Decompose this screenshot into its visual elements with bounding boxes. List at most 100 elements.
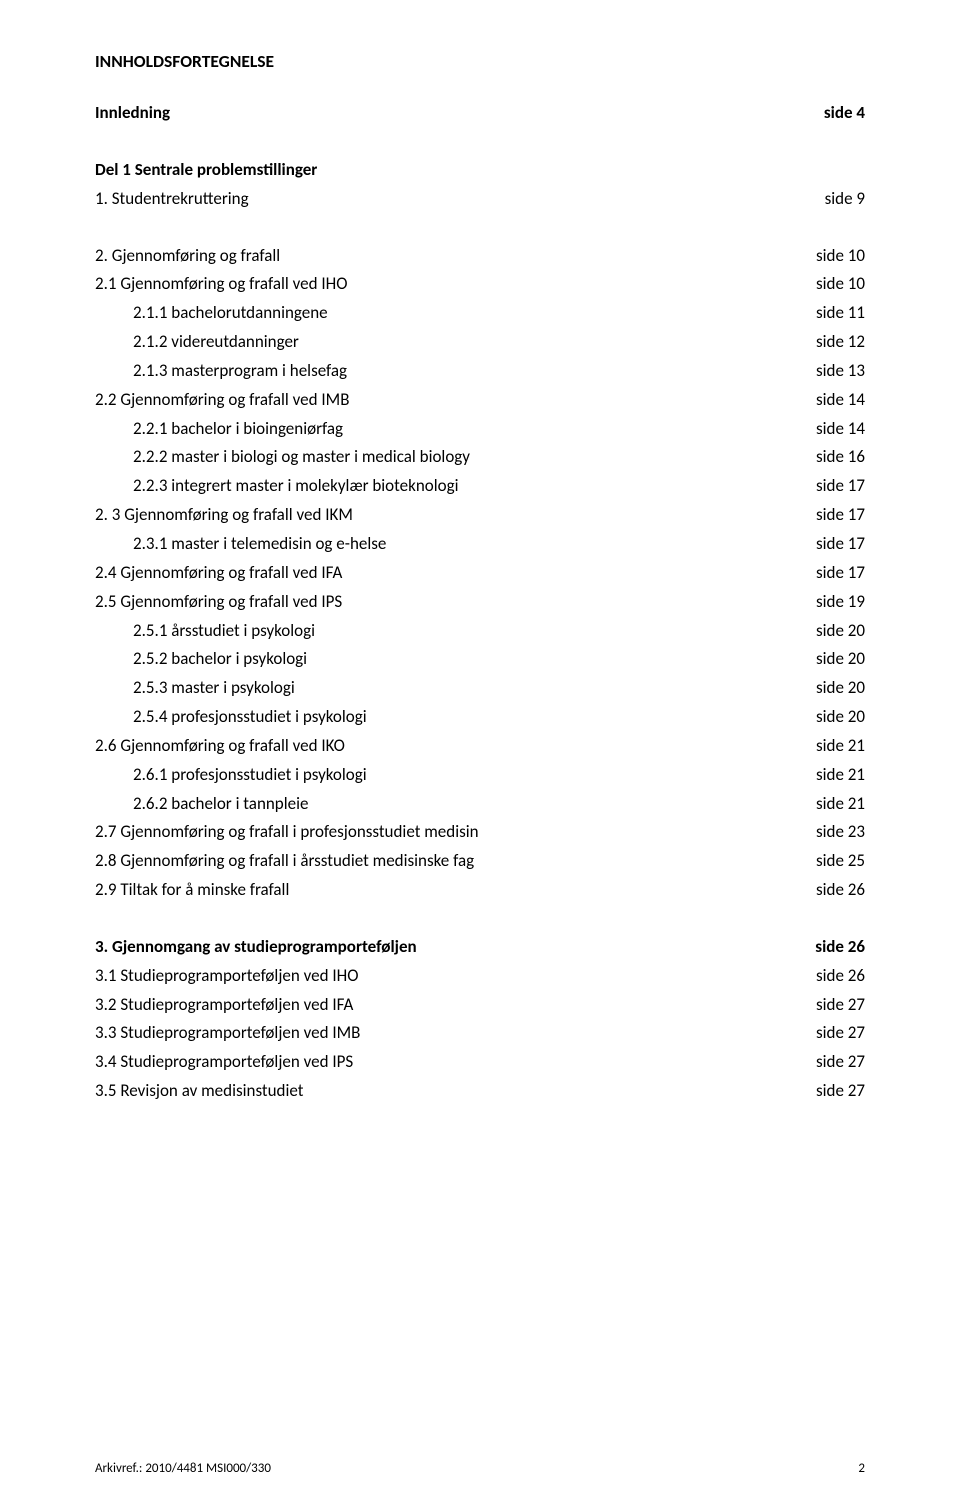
toc-page-ref: side 19 (785, 589, 865, 615)
toc-gap (95, 215, 865, 243)
toc-row: 3.2 Studieprogramporteføljen ved IFAside… (95, 992, 865, 1018)
toc-row: 2.5.3 master i psykologiside 20 (95, 675, 865, 701)
toc-page-ref: side 27 (785, 1049, 865, 1075)
toc-page-ref: side 17 (785, 531, 865, 557)
toc-label: 2.1.2 videreutdanninger (95, 329, 785, 355)
toc-page-ref: side 4 (785, 100, 865, 126)
footer-page-number: 2 (858, 1461, 865, 1476)
toc-page-ref: side 20 (785, 646, 865, 672)
toc-row: 2.2.3 integrert master i molekylær biote… (95, 473, 865, 499)
toc-row: 2.1.3 masterprogram i helsefagside 13 (95, 358, 865, 384)
toc-row: 3.5 Revisjon av medisinstudietside 27 (95, 1078, 865, 1104)
toc-gap (95, 906, 865, 934)
toc-row: 2.5.4 profesjonsstudiet i psykologiside … (95, 704, 865, 730)
page-title: INNHOLDSFORTEGNELSE (95, 50, 865, 72)
toc-page-ref: side 16 (785, 444, 865, 470)
toc-row: 2.8 Gjennomføring og frafall i årsstudie… (95, 848, 865, 874)
toc-row: 2. 3 Gjennomføring og frafall ved IKMsid… (95, 502, 865, 528)
toc-label: 3.3 Studieprogramporteføljen ved IMB (95, 1020, 785, 1046)
toc-page-ref: side 21 (785, 762, 865, 788)
toc-page-ref: side 14 (785, 416, 865, 442)
toc-label: 2.2.3 integrert master i molekylær biote… (95, 473, 785, 499)
toc-label: 1. Studentrekruttering (95, 186, 785, 212)
toc-page-ref: side 27 (785, 992, 865, 1018)
footer-ref: Arkivref.: 2010/4481 MSI000/330 (95, 1461, 271, 1476)
toc-label: 3.5 Revisjon av medisinstudiet (95, 1078, 785, 1104)
toc-label: 2.4 Gjennomføring og frafall ved IFA (95, 560, 785, 586)
toc-page-ref: side 14 (785, 387, 865, 413)
toc-page-ref: side 26 (785, 877, 865, 903)
document-page: INNHOLDSFORTEGNELSE Innledningside 4 Del … (0, 0, 960, 1500)
toc-page-ref (785, 157, 865, 183)
toc-row: 2.6 Gjennomføring og frafall ved IKOside… (95, 733, 865, 759)
toc-page-ref: side 27 (785, 1020, 865, 1046)
toc-row: 2.1 Gjennomføring og frafall ved IHOside… (95, 271, 865, 297)
toc-page-ref: side 25 (785, 848, 865, 874)
toc-row: 2.2 Gjennomføring og frafall ved IMBside… (95, 387, 865, 413)
toc-row: 3. Gjennomgang av studieprogramportefølj… (95, 934, 865, 960)
toc-row: 2. Gjennomføring og frafallside 10 (95, 243, 865, 269)
toc-label: Del 1 Sentrale problemstillinger (95, 157, 785, 183)
toc-row: 2.5.1 årsstudiet i psykologiside 20 (95, 618, 865, 644)
toc-label: 2.6 Gjennomføring og frafall ved IKO (95, 733, 785, 759)
toc-row: Innledningside 4 (95, 100, 865, 126)
toc-row: 1. Studentrekrutteringside 9 (95, 186, 865, 212)
toc-label: 2.1 Gjennomføring og frafall ved IHO (95, 271, 785, 297)
toc-page-ref: side 17 (785, 502, 865, 528)
toc-page-ref: side 12 (785, 329, 865, 355)
toc-label: 2.9 Tiltak for å minske frafall (95, 877, 785, 903)
toc-label: 2.2.1 bachelor i bioingeniørfag (95, 416, 785, 442)
toc-label: 2.5 Gjennomføring og frafall ved IPS (95, 589, 785, 615)
toc-label: 3.4 Studieprogramporteføljen ved IPS (95, 1049, 785, 1075)
toc-page-ref: side 17 (785, 560, 865, 586)
toc-page-ref: side 26 (785, 963, 865, 989)
toc-page-ref: side 20 (785, 675, 865, 701)
toc-row: 2.1.1 bachelorutdanningeneside 11 (95, 300, 865, 326)
toc-label: 2.5.1 årsstudiet i psykologi (95, 618, 785, 644)
toc-row: 3.3 Studieprogramporteføljen ved IMBside… (95, 1020, 865, 1046)
toc-label: 2.1.3 masterprogram i helsefag (95, 358, 785, 384)
toc-row: 2.4 Gjennomføring og frafall ved IFAside… (95, 560, 865, 586)
toc-label: 3.1 Studieprogramporteføljen ved IHO (95, 963, 785, 989)
toc-label: 2.6.2 bachelor i tannpleie (95, 791, 785, 817)
page-footer: Arkivref.: 2010/4481 MSI000/330 2 (95, 1461, 865, 1476)
toc-row: 2.5.2 bachelor i psykologiside 20 (95, 646, 865, 672)
toc-page-ref: side 13 (785, 358, 865, 384)
toc-row: 2.6.1 profesjonsstudiet i psykologiside … (95, 762, 865, 788)
toc-container: Innledningside 4 Del 1 Sentrale problemst… (95, 100, 865, 1105)
toc-label: 2. Gjennomføring og frafall (95, 243, 785, 269)
toc-row: 2.2.1 bachelor i bioingeniørfagside 14 (95, 416, 865, 442)
toc-row: 2.2.2 master i biologi og master i medic… (95, 444, 865, 470)
toc-row: 2.5 Gjennomføring og frafall ved IPSside… (95, 589, 865, 615)
toc-label: 2.2 Gjennomføring og frafall ved IMB (95, 387, 785, 413)
toc-page-ref: side 17 (785, 473, 865, 499)
toc-label: 2.5.2 bachelor i psykologi (95, 646, 785, 672)
toc-row: 2.6.2 bachelor i tannpleieside 21 (95, 791, 865, 817)
toc-page-ref: side 23 (785, 819, 865, 845)
toc-row: 2.7 Gjennomføring og frafall i profesjon… (95, 819, 865, 845)
toc-row: 2.1.2 videreutdanningerside 12 (95, 329, 865, 355)
toc-page-ref: side 9 (785, 186, 865, 212)
toc-row: 2.3.1 master i telemedisin og e-helsesid… (95, 531, 865, 557)
toc-label: 2.5.3 master i psykologi (95, 675, 785, 701)
toc-page-ref: side 11 (785, 300, 865, 326)
toc-label: 2.8 Gjennomføring og frafall i årsstudie… (95, 848, 785, 874)
toc-row: 3.4 Studieprogramporteføljen ved IPSside… (95, 1049, 865, 1075)
toc-page-ref: side 27 (785, 1078, 865, 1104)
toc-label: 2.6.1 profesjonsstudiet i psykologi (95, 762, 785, 788)
toc-label: 3.2 Studieprogramporteføljen ved IFA (95, 992, 785, 1018)
toc-label: 2.3.1 master i telemedisin og e-helse (95, 531, 785, 557)
toc-page-ref: side 20 (785, 704, 865, 730)
toc-label: 2.2.2 master i biologi og master i medic… (95, 444, 785, 470)
toc-label: 2.1.1 bachelorutdanningene (95, 300, 785, 326)
toc-page-ref: side 21 (785, 791, 865, 817)
toc-row: 3.1 Studieprogramporteføljen ved IHOside… (95, 963, 865, 989)
toc-row: Del 1 Sentrale problemstillinger (95, 157, 865, 183)
toc-page-ref: side 10 (785, 243, 865, 269)
toc-gap (95, 129, 865, 157)
toc-page-ref: side 26 (785, 934, 865, 960)
toc-label: 2.7 Gjennomføring og frafall i profesjon… (95, 819, 785, 845)
toc-label: 3. Gjennomgang av studieprogramportefølj… (95, 934, 785, 960)
toc-page-ref: side 21 (785, 733, 865, 759)
toc-row: 2.9 Tiltak for å minske frafallside 26 (95, 877, 865, 903)
